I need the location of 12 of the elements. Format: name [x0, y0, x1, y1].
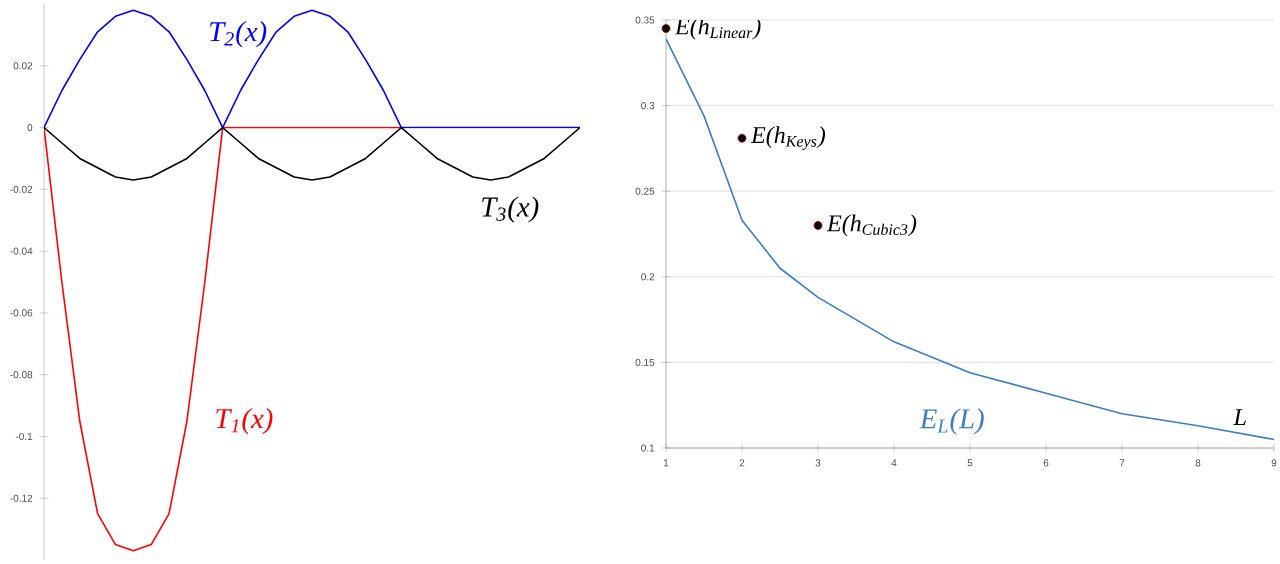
- series-label: E$_{L}$(L): [919, 408, 984, 435]
- series-label: T$_{1}$(x): [216, 408, 273, 435]
- line-series: [44, 126, 580, 181]
- line-series: [666, 38, 1274, 441]
- point: [813, 221, 823, 230]
- series-label: T$_{3}$(x): [482, 196, 539, 223]
- point: [661, 24, 671, 33]
- annotation: E(h$_{Cubic3}$): [826, 214, 917, 237]
- series-label: T$_{2}$(x): [210, 21, 267, 48]
- x-axis-title: L: [1233, 409, 1246, 425]
- annotation: E(h$_{Keys}$): [750, 126, 826, 150]
- point: [737, 133, 747, 143]
